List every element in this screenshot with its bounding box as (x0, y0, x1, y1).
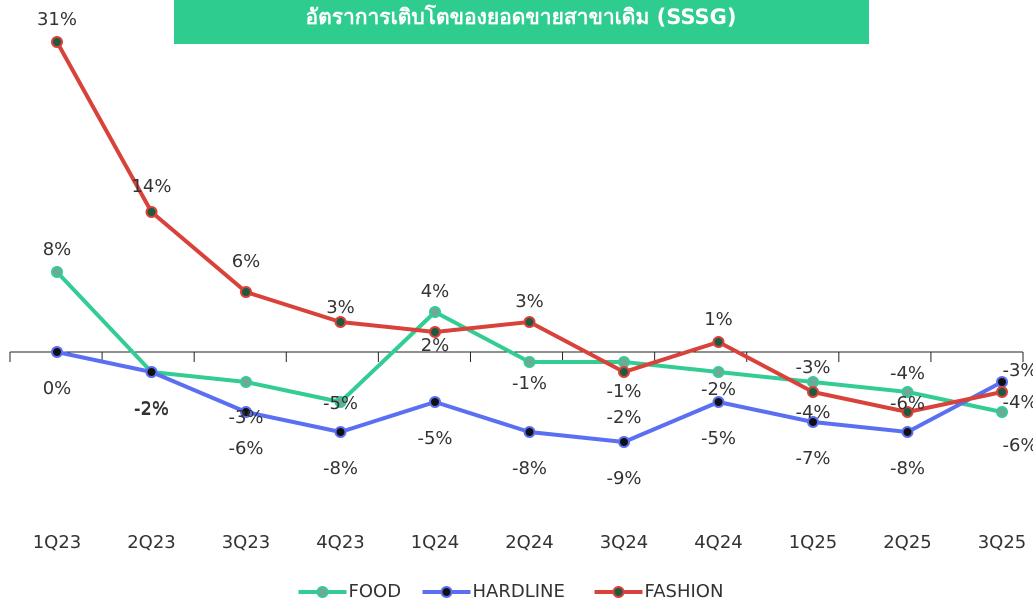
point-marker (145, 206, 158, 218)
data-label: -4% (795, 402, 830, 423)
point-marker (51, 36, 63, 48)
point-marker (807, 376, 819, 388)
point-marker (240, 406, 252, 418)
point-marker (334, 396, 347, 408)
point-marker (618, 436, 630, 448)
data-label: -8% (512, 458, 547, 479)
data-label: -3% (1002, 360, 1033, 381)
data-label: 31% (37, 9, 77, 30)
x-tick-label: 1Q25 (789, 532, 838, 553)
point-marker (712, 396, 725, 408)
data-label: -9% (606, 468, 641, 489)
x-tick-label: 1Q24 (411, 532, 460, 553)
point-marker (334, 316, 347, 328)
data-label: -2% (701, 379, 736, 400)
point-marker (712, 336, 725, 348)
point-marker (996, 386, 1008, 398)
data-label: -2% (134, 398, 169, 419)
x-tick-label: 3Q24 (600, 532, 649, 553)
point-marker (523, 356, 536, 368)
legend-label: FASHION (645, 581, 724, 602)
x-tick-label: 2Q23 (127, 532, 176, 553)
data-label: -3% (228, 407, 263, 428)
data-label: -5% (417, 428, 452, 449)
point-marker (618, 356, 630, 368)
x-tick-label: 2Q24 (505, 532, 554, 553)
point-marker (901, 406, 914, 418)
legend-marker (440, 586, 453, 598)
data-label: 14% (131, 176, 171, 197)
legend-label: HARDLINE (473, 581, 565, 602)
point-marker (429, 306, 441, 318)
point-marker (240, 376, 252, 388)
data-label: 0% (43, 378, 72, 399)
point-marker (240, 286, 252, 298)
data-label: -2% (134, 399, 169, 420)
legend-label: FOOD (349, 581, 402, 602)
data-label: -2% (606, 407, 641, 428)
chart-title: อัตราการเติบโตของยอดขายสาขาเดิม (SSSG) (305, 4, 736, 29)
point-marker (523, 426, 536, 438)
x-tick-label: 3Q25 (978, 532, 1027, 553)
data-label: -4% (1002, 392, 1033, 413)
x-tick-label: 1Q23 (33, 532, 82, 553)
data-label: 6% (232, 251, 261, 272)
data-label: 3% (326, 297, 355, 318)
data-label: 8% (43, 239, 72, 260)
point-marker (807, 386, 819, 398)
data-label: -1% (606, 381, 641, 402)
x-tick-label: 2Q25 (883, 532, 932, 553)
point-marker (807, 416, 819, 428)
point-marker (712, 366, 725, 378)
point-marker (901, 426, 914, 438)
title-banner (174, 0, 869, 44)
data-label: 4% (421, 281, 450, 302)
data-label: -6% (1002, 435, 1033, 456)
data-label: -8% (890, 458, 925, 479)
data-label: -3% (795, 357, 830, 378)
data-label: 2% (421, 335, 450, 356)
point-marker (429, 326, 441, 338)
point-marker (51, 346, 63, 358)
data-label: 1% (704, 309, 733, 330)
x-tick-label: 4Q23 (316, 532, 365, 553)
data-label: -4% (890, 363, 925, 384)
point-marker (618, 366, 630, 378)
point-marker (429, 396, 441, 408)
point-marker (145, 366, 158, 378)
data-label: -7% (795, 448, 830, 469)
data-label: -5% (323, 393, 358, 414)
data-label: -6% (890, 393, 925, 414)
data-label: -6% (228, 438, 263, 459)
data-label: -1% (512, 373, 547, 394)
point-marker (996, 406, 1008, 418)
point-marker (51, 266, 63, 278)
data-label: -5% (701, 428, 736, 449)
point-marker (901, 386, 914, 398)
x-tick-label: 4Q24 (694, 532, 743, 553)
data-label: 3% (515, 291, 544, 312)
data-label: -8% (323, 458, 358, 479)
legend-marker (612, 586, 625, 598)
point-marker (523, 316, 536, 328)
legend-marker (316, 586, 329, 598)
x-tick-label: 3Q23 (222, 532, 271, 553)
point-marker (334, 426, 347, 438)
